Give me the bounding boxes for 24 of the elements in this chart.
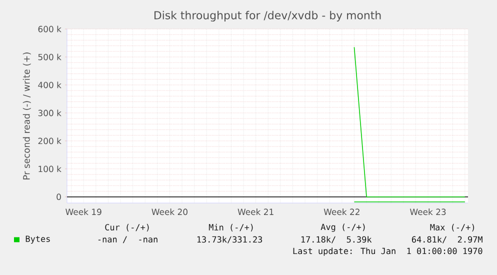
text: Min (-/+)	[208, 224, 253, 232]
y-tick-label: 300 k	[38, 110, 62, 116]
text: Cur (-/+)	[105, 224, 149, 232]
legend-label: Bytes	[26, 236, 50, 244]
y-axis-title: Pr second read (-) / write (+)	[22, 52, 31, 180]
chart-title: Disk throughput for /dev/xvdb - by month	[154, 10, 381, 22]
y-tick-label: 100 k	[38, 166, 62, 172]
y-tick-label: 600 k	[38, 26, 62, 32]
x-tick-label: Week 22	[324, 208, 360, 216]
text: -nan / -nan	[98, 236, 158, 244]
text: Last update: Thu Jan 1 01:00:00 1970	[293, 248, 482, 256]
text: 17.18k/ 5.39k	[301, 236, 372, 244]
text: 64.81k/ 2.97M	[412, 236, 482, 244]
x-tick-label: Week 21	[238, 208, 274, 216]
text: 13.73k/331.23	[197, 236, 262, 244]
text: Avg (-/+)	[320, 224, 365, 232]
y-tick-label: 0	[56, 194, 61, 200]
y-tick-label: 400 k	[38, 82, 62, 88]
x-tick-label: Week 23	[410, 208, 446, 216]
y-tick-label: 500 k	[38, 54, 62, 60]
x-tick-label: Week 19	[66, 208, 102, 216]
x-tick-label: Week 20	[152, 208, 188, 216]
text: Max (-/+)	[430, 224, 474, 232]
y-tick-label: 200 k	[38, 138, 62, 144]
